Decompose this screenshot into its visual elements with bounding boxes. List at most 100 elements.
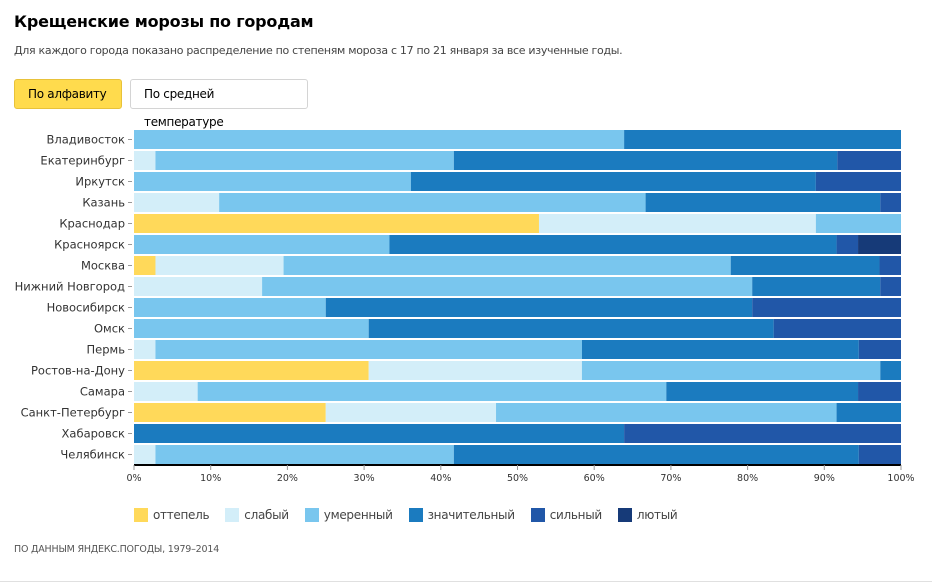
y-tick-label: Екатеринбург bbox=[40, 154, 125, 168]
bar-segment bbox=[858, 445, 901, 464]
y-tick-label: Иркутск bbox=[75, 175, 125, 189]
bar-segment bbox=[368, 319, 774, 338]
y-tick-label: Самара bbox=[80, 385, 125, 399]
bar-segment bbox=[134, 172, 411, 191]
bar-segment bbox=[134, 193, 220, 212]
bar-segment bbox=[134, 361, 369, 380]
bar-segment bbox=[155, 445, 454, 464]
bar-segment bbox=[858, 340, 901, 359]
x-tick-label: 40% bbox=[430, 473, 451, 484]
bar-segment bbox=[645, 193, 881, 212]
bar-segment bbox=[858, 235, 901, 254]
legend-swatch bbox=[134, 508, 148, 522]
bar-segment bbox=[155, 151, 454, 170]
bar-segment bbox=[879, 256, 901, 275]
y-tick-label: Челябинск bbox=[60, 448, 125, 462]
y-tick-label: Омск bbox=[94, 322, 125, 336]
bar-segment bbox=[134, 424, 625, 443]
bar-segment bbox=[155, 340, 582, 359]
bar-segment bbox=[815, 172, 901, 191]
bars-group bbox=[134, 130, 901, 464]
bar-segment bbox=[134, 277, 263, 296]
bar-segment bbox=[134, 214, 539, 233]
legend-label: сильный bbox=[549, 508, 602, 522]
x-tick-label: 90% bbox=[814, 473, 835, 484]
bar-segment bbox=[858, 382, 901, 401]
bar-segment bbox=[837, 151, 901, 170]
x-tick-label: 30% bbox=[354, 473, 375, 484]
chart-legend: оттепель слабый умеренный значительный сильн… bbox=[134, 508, 693, 522]
bar-segment bbox=[155, 256, 284, 275]
bar-segment bbox=[325, 298, 753, 317]
bar-segment bbox=[134, 403, 326, 422]
legend-swatch bbox=[408, 508, 423, 522]
bar-segment bbox=[453, 445, 859, 464]
y-tick-label: Владивосток bbox=[46, 133, 125, 147]
bar-segment bbox=[134, 340, 156, 359]
bar-segment bbox=[538, 214, 816, 233]
x-tick-label: 60% bbox=[584, 473, 605, 484]
sort-avg-temp-button[interactable]: По средней температуре bbox=[130, 79, 308, 129]
bar-segment bbox=[368, 361, 582, 380]
y-tick-label: Санкт-Петербург bbox=[21, 406, 125, 420]
legend-swatch bbox=[304, 508, 319, 522]
legend-item: лютый bbox=[617, 508, 678, 522]
legend-swatch bbox=[617, 508, 632, 522]
x-tick-label: 10% bbox=[200, 473, 221, 484]
bar-segment bbox=[134, 382, 198, 401]
bar-segment bbox=[581, 340, 859, 359]
bar-segment bbox=[325, 403, 497, 422]
bar-segment bbox=[219, 193, 646, 212]
legend-label: значительный bbox=[427, 508, 515, 522]
bar-segment bbox=[134, 151, 156, 170]
data-source-note: ПО ДАННЫМ ЯНДЕКС.ПОГОДЫ, 1979–2014 bbox=[14, 544, 220, 555]
stacked-bar-chart: Владивосток Екатеринбург Иркутск Казань Крас… bbox=[15, 130, 915, 484]
bar-segment bbox=[453, 151, 838, 170]
chart-title: Крещенские морозы по городам bbox=[14, 12, 314, 31]
y-tick-label: Москва bbox=[81, 259, 125, 273]
y-tick-label: Красноярск bbox=[54, 238, 125, 252]
bar-segment bbox=[496, 403, 837, 422]
bar-segment bbox=[773, 319, 901, 338]
y-tick-label: Хабаровск bbox=[62, 427, 126, 441]
legend-label: лютый bbox=[636, 508, 678, 522]
bar-segment bbox=[581, 361, 881, 380]
legend-label: умеренный bbox=[323, 508, 393, 522]
legend-item: умеренный bbox=[304, 508, 393, 522]
x-axis: 0% 10% 20% 30% 40% 50% 60% 70% 80% 90% 100% bbox=[126, 464, 915, 484]
x-tick-label: 70% bbox=[660, 473, 681, 484]
bar-segment bbox=[389, 235, 837, 254]
y-tick-label: Казань bbox=[82, 196, 125, 210]
chart-subtitle: Для каждого города показано распределени… bbox=[14, 44, 623, 57]
x-tick-label: 80% bbox=[737, 473, 758, 484]
bar-segment bbox=[880, 361, 901, 380]
y-tick-label: Краснодар bbox=[59, 217, 125, 231]
legend-label: слабый bbox=[244, 508, 289, 522]
x-tick-label: 20% bbox=[277, 473, 298, 484]
bar-segment bbox=[134, 319, 369, 338]
bar-segment bbox=[624, 130, 901, 149]
x-tick-label: 100% bbox=[887, 473, 914, 484]
y-tick-label: Нижний Новгород bbox=[15, 280, 125, 294]
bottom-divider bbox=[0, 581, 932, 582]
x-tick-label: 0% bbox=[126, 473, 141, 484]
bar-segment bbox=[134, 256, 156, 275]
legend-swatch bbox=[225, 508, 240, 522]
bar-segment bbox=[815, 214, 901, 233]
bar-segment bbox=[134, 130, 625, 149]
bar-segment bbox=[880, 193, 901, 212]
bar-segment bbox=[836, 403, 901, 422]
bar-segment bbox=[880, 277, 901, 296]
y-axis-labels: Владивосток Екатеринбург Иркутск Казань Крас… bbox=[15, 133, 132, 462]
legend-item: оттепель bbox=[134, 508, 210, 522]
bar-segment bbox=[836, 235, 859, 254]
legend-item: слабый bbox=[225, 508, 289, 522]
bar-segment bbox=[134, 235, 390, 254]
bar-segment bbox=[666, 382, 859, 401]
sort-alphabet-button[interactable]: По алфавиту bbox=[14, 79, 122, 109]
y-tick-label: Ростов-на-Дону bbox=[31, 364, 125, 378]
y-tick-label: Пермь bbox=[87, 343, 126, 357]
bar-segment bbox=[283, 256, 731, 275]
legend-swatch bbox=[530, 508, 545, 522]
bar-segment bbox=[134, 298, 326, 317]
